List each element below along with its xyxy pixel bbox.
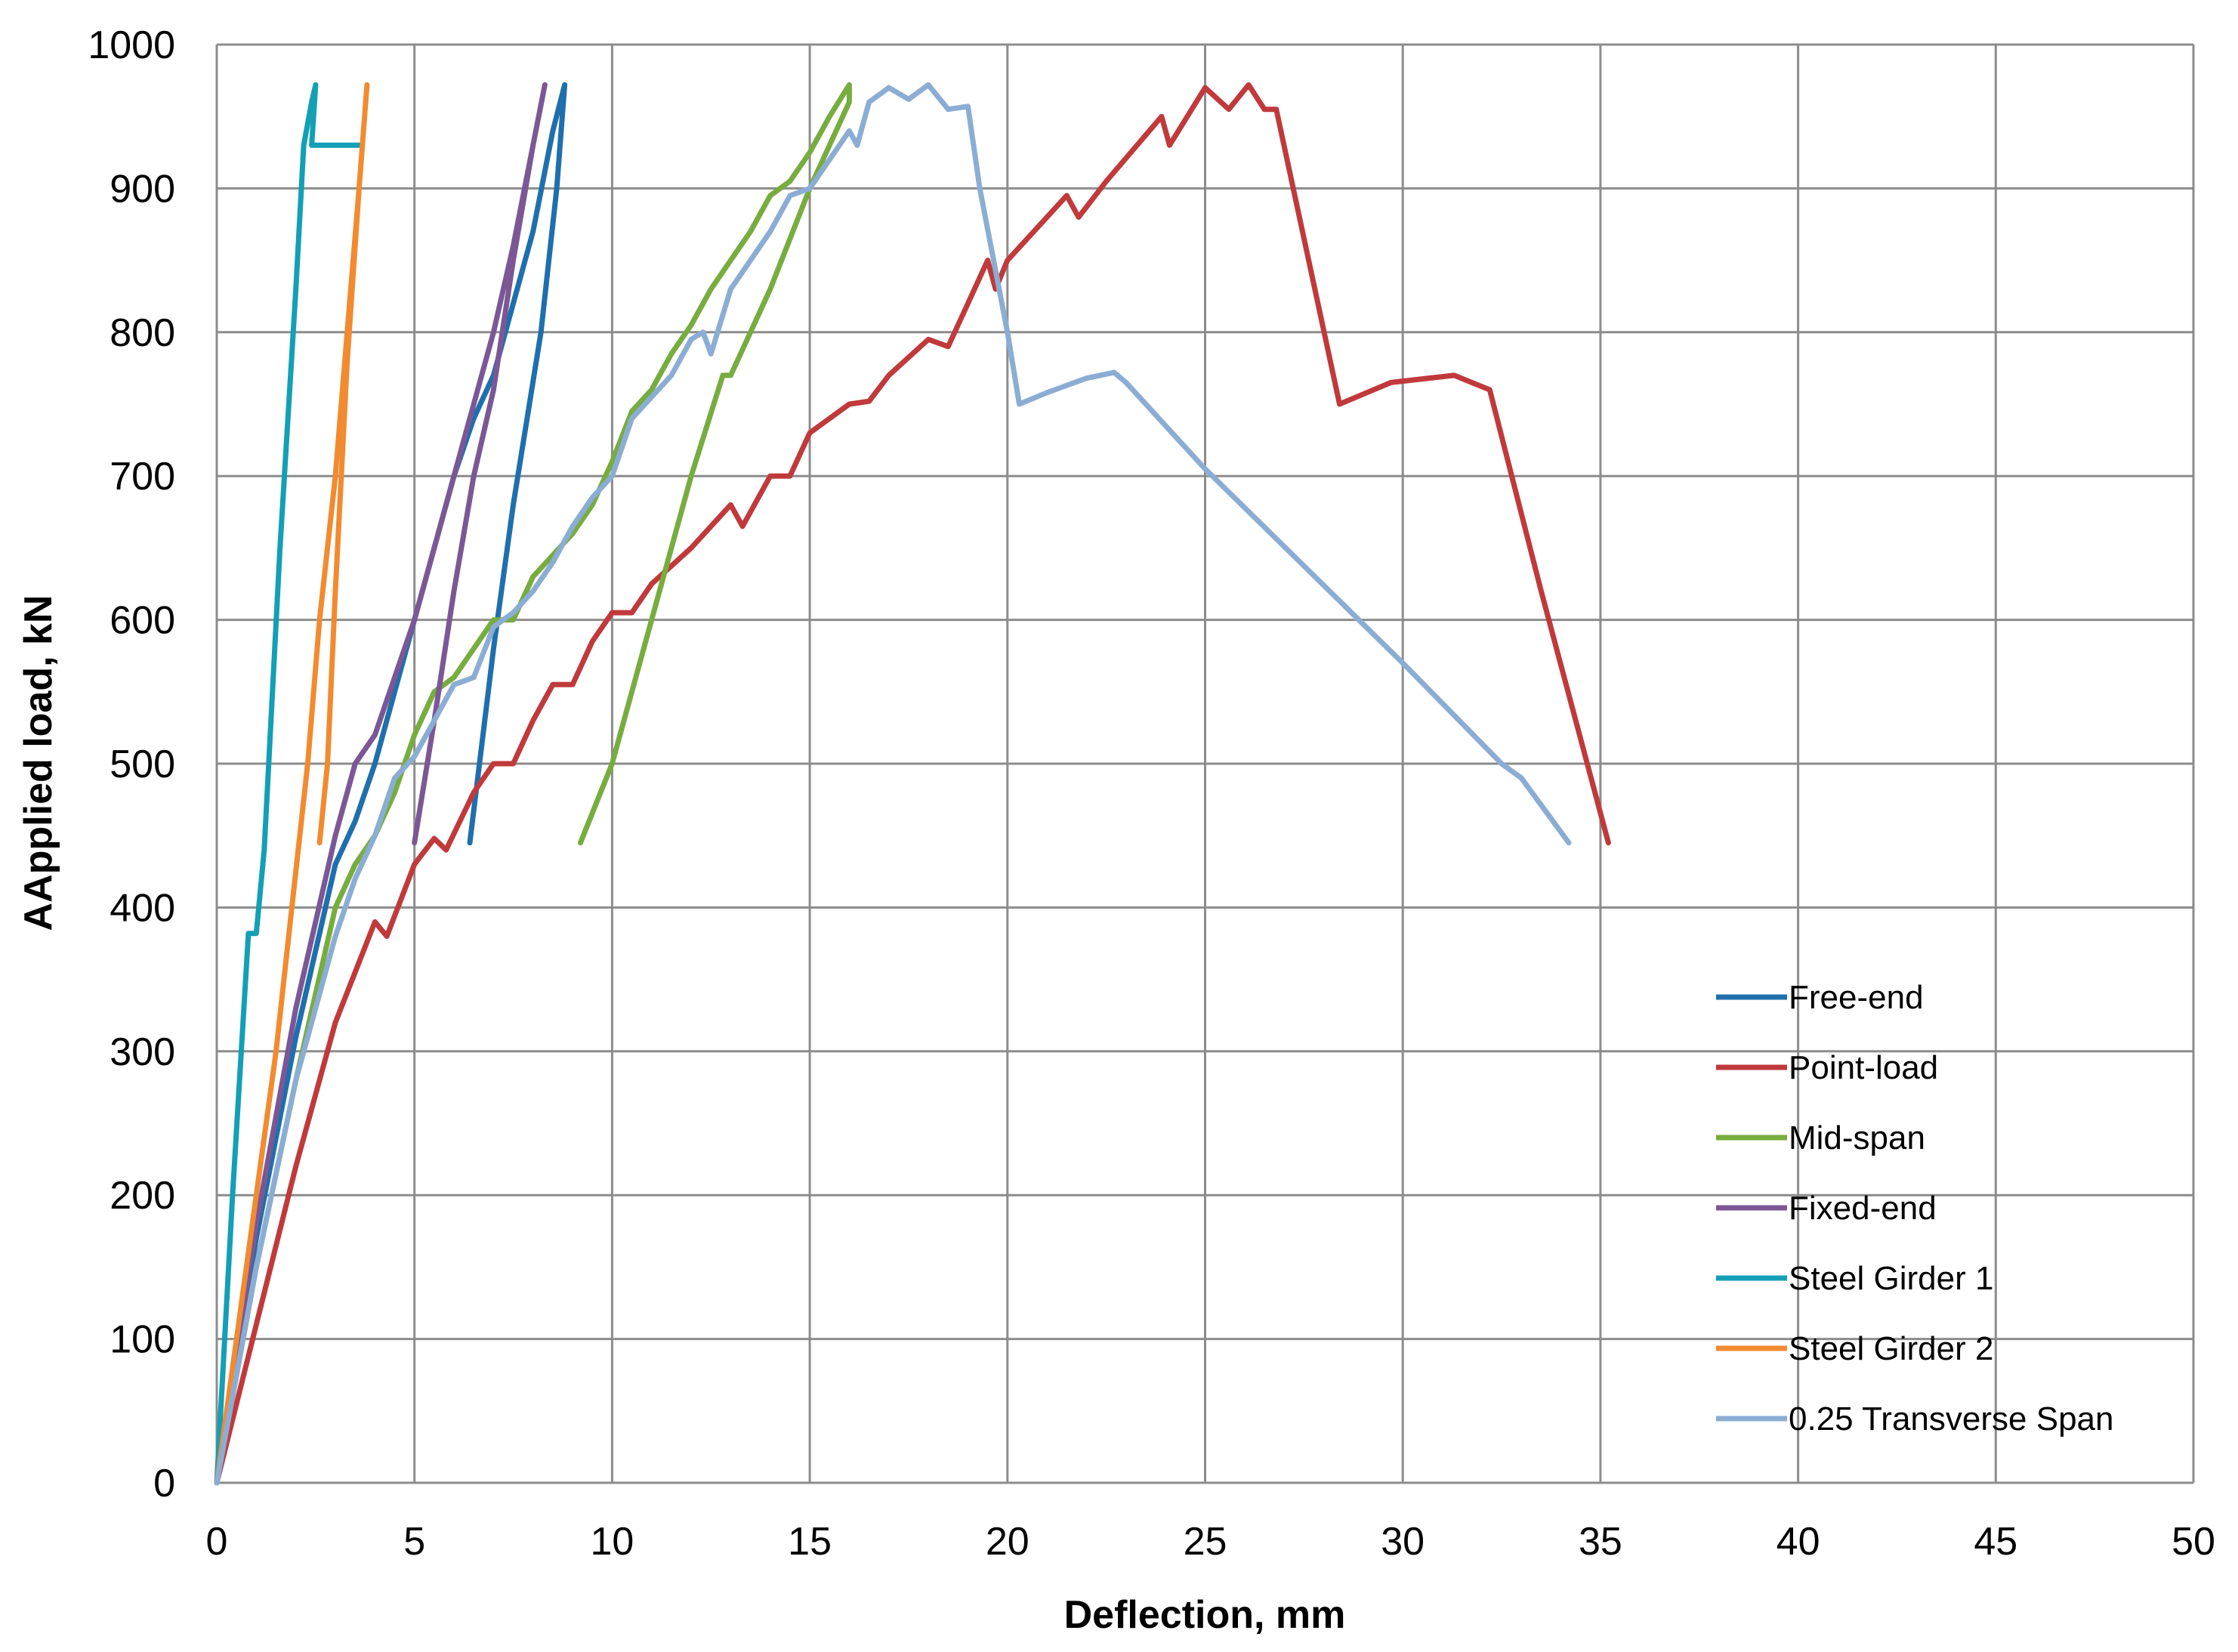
y-tick-label: 200	[110, 1174, 175, 1218]
series-line-mid-span	[214, 82, 852, 1486]
y-tick-label: 300	[110, 1030, 175, 1074]
x-axis-label: Deflection, mm	[1064, 1593, 1346, 1637]
y-tick-label: 100	[110, 1318, 175, 1362]
legend-label: Free-end	[1789, 979, 1924, 1016]
y-tick-label: 0	[153, 1462, 175, 1505]
y-tick-labels: 0 100 200 300 400 500 600 700 800 900 1000	[88, 23, 175, 1505]
x-tick-label: 15	[788, 1520, 832, 1564]
y-tick-label: 1000	[88, 23, 175, 67]
legend-label: Mid-span	[1789, 1119, 1925, 1156]
x-tick-label: 35	[1579, 1520, 1622, 1564]
x-tick-label: 5	[403, 1520, 425, 1564]
series-line-steel-girder-1	[214, 82, 362, 1486]
x-tick-labels: 0 5 10 15 20 25 30 35 40 45 50	[206, 1520, 2215, 1564]
legend-label: Steel Girder 1	[1789, 1260, 1993, 1297]
x-tick-label: 20	[986, 1520, 1029, 1564]
x-tick-label: 45	[1974, 1520, 2017, 1564]
legend-label: 0.25 Transverse Span	[1789, 1400, 2113, 1437]
grid	[215, 43, 2195, 1484]
y-tick-label: 400	[110, 886, 175, 930]
legend-label: Point-load	[1789, 1049, 1938, 1086]
legend-label: Steel Girder 2	[1789, 1330, 1993, 1367]
series-line-point-load	[214, 82, 1611, 1486]
y-tick-label: 500	[110, 743, 175, 786]
y-tick-label: 600	[110, 599, 175, 643]
series-group	[214, 82, 1611, 1486]
legend: Free-end Point-load Mid-span Fixed-end Steel…	[1716, 979, 2113, 1437]
x-tick-label: 40	[1777, 1520, 1820, 1564]
x-tick-label: 25	[1184, 1520, 1227, 1564]
x-tick-label: 50	[2172, 1520, 2215, 1564]
x-tick-label: 30	[1381, 1520, 1425, 1564]
y-tick-label: 800	[110, 311, 175, 355]
x-tick-label: 0	[206, 1520, 228, 1564]
series-line-free-end	[214, 82, 568, 1486]
y-tick-label: 700	[110, 455, 175, 499]
series-line-0-25-transverse-span	[214, 82, 1572, 1486]
legend-label: Fixed-end	[1789, 1190, 1937, 1227]
x-tick-label: 10	[590, 1520, 634, 1564]
y-axis-label: AApplied load, kN	[17, 595, 60, 931]
series-line-steel-girder-2	[214, 82, 370, 1486]
series-line-fixed-end	[214, 82, 548, 1486]
y-tick-label: 900	[110, 167, 175, 211]
